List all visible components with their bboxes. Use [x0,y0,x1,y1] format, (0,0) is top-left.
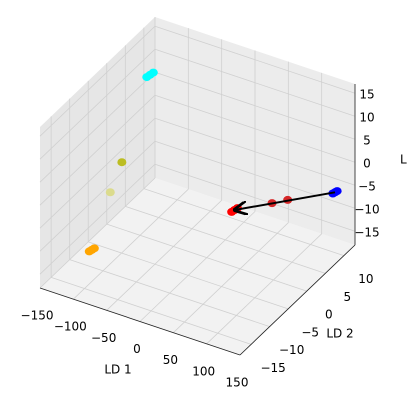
point [105,188,115,197]
panes [39,17,356,356]
x-tick-label: 150 [226,376,249,390]
z-tick-label: −15 [354,226,379,240]
grid-line [106,200,222,311]
grid-line [143,188,344,257]
x-axis-label: LD 1 [104,363,131,377]
point [117,158,127,167]
grid-line [39,163,156,275]
grid-line [39,117,156,229]
grid-line [39,177,156,289]
arrow [235,191,336,210]
axis-line [239,244,356,356]
axis-line [39,287,241,356]
grid-line [88,241,289,310]
grid-line [139,211,256,322]
x-tick-label: 50 [163,353,178,367]
grid-line [39,94,156,206]
grid-line [206,233,322,345]
grid-line [39,25,156,137]
z-tick-label: 15 [359,88,374,102]
z-tick-label: −5 [358,180,376,194]
point [332,187,342,196]
grid-line [154,71,356,140]
grid-line [51,276,252,345]
grid-line [39,140,156,252]
z-tick-label: −10 [354,203,379,217]
y-tick-label: 5 [344,290,352,304]
point [148,68,158,77]
x-tick-label: 100 [192,364,215,378]
grid-line [173,222,289,333]
grid-line [154,163,356,232]
grid-line [106,223,307,292]
pane-left [40,17,155,288]
grid-line [73,188,189,300]
x-tick-label: −50 [91,331,116,345]
x-tick-label: 0 [133,342,141,356]
grid-line [39,48,156,160]
grid-line [39,71,156,183]
x-tick-label: −150 [21,309,54,323]
grid-line [154,140,356,209]
grid-line [69,259,270,327]
x-tick-label: −100 [54,320,87,334]
grid-line [154,25,356,94]
z-tick-label: 0 [363,157,371,171]
y-axis-label: LD 2 [326,327,353,341]
z-tick-label: 10 [359,111,374,125]
point [89,244,99,253]
z-axis-label: L [400,153,407,167]
y-tick-label: 0 [325,308,333,322]
grid-line [125,206,326,274]
grid-line [154,117,356,186]
grid-line [154,94,356,163]
y-tick-label: 10 [358,272,373,286]
y-tick-label: −10 [279,343,304,357]
y-tick-label: −5 [301,325,319,339]
grid-line [154,48,356,117]
y-tick-label: −15 [260,361,285,375]
z-tick-label: 5 [363,134,371,148]
